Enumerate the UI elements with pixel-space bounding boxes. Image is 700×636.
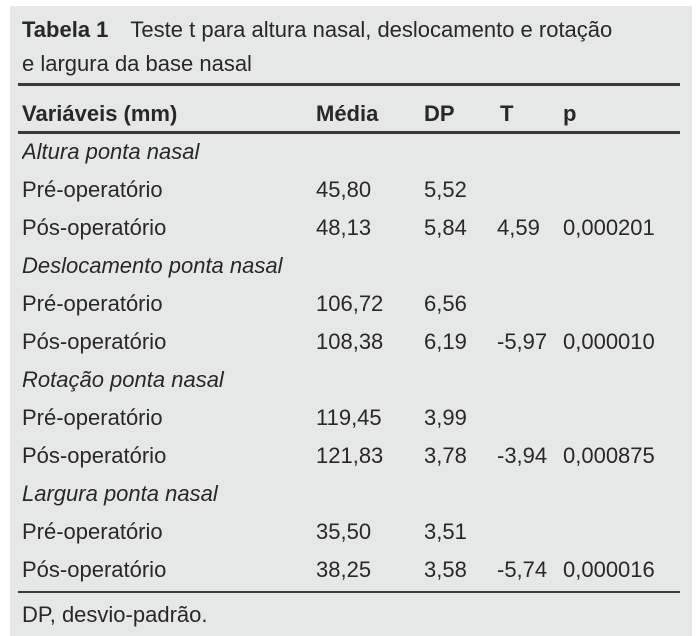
- dp-value: 3,78: [424, 443, 467, 468]
- rule-header: [18, 131, 680, 134]
- table-row: Pós-operatório 38,25 3,58 -5,74 0,000016: [22, 551, 684, 589]
- table-caption-line1: Teste t para altura nasal, deslocamento …: [130, 17, 613, 42]
- media-value: 106,72: [316, 291, 384, 316]
- column-header-variables: Variáveis (mm): [22, 101, 178, 126]
- dp-value: 3,58: [424, 557, 467, 582]
- table-number: Tabela 1: [22, 17, 109, 42]
- dp-value: 3,99: [424, 405, 467, 430]
- table-row: Pré-operatório 45,80 5,52: [22, 171, 684, 209]
- rule-top: [18, 83, 680, 86]
- t-value: [497, 513, 563, 551]
- row-label: Pós-operatório: [22, 557, 167, 582]
- column-header-p: p: [563, 101, 577, 126]
- row-label: Pré-operatório: [22, 405, 163, 430]
- table-row: Pré-operatório 119,45 3,99: [22, 399, 684, 437]
- t-value: [497, 399, 563, 437]
- t-value: -3,94: [497, 443, 548, 468]
- data-table: Altura ponta nasal Pré-operatório 45,80 …: [22, 133, 684, 589]
- row-label: Pós-operatório: [22, 329, 167, 354]
- section-row: Deslocamento ponta nasal: [22, 247, 684, 285]
- table-row: Pré-operatório 35,50 3,51: [22, 513, 684, 551]
- table-title-line1: Tabela 1 Teste t para altura nasal, deslo…: [22, 13, 682, 47]
- media-value: 121,83: [316, 443, 384, 468]
- t-value: 4,59: [497, 215, 540, 240]
- column-header-dp: DP: [424, 101, 455, 126]
- dp-value: 6,19: [424, 329, 467, 354]
- p-value: [563, 513, 684, 551]
- media-value: 48,13: [316, 215, 372, 240]
- t-value: [497, 171, 563, 209]
- table-row: Pós-operatório 108,38 6,19 -5,97 0,00001…: [22, 323, 684, 361]
- column-header-t: T: [500, 101, 514, 126]
- p-value: 0,000016: [563, 557, 655, 582]
- p-value: 0,000010: [563, 329, 655, 354]
- p-value: [563, 285, 684, 323]
- table-title: Tabela 1 Teste t para altura nasal, deslo…: [22, 13, 682, 81]
- row-label: Pós-operatório: [22, 443, 167, 468]
- p-value: 0,000875: [563, 443, 655, 468]
- row-label: Pré-operatório: [22, 177, 163, 202]
- dp-value: 5,84: [424, 215, 467, 240]
- section-row: Altura ponta nasal: [22, 133, 684, 171]
- dp-value: 6,56: [424, 291, 467, 316]
- table-footnote: DP, desvio-padrão.: [22, 602, 208, 627]
- p-value: 0,000201: [563, 215, 655, 240]
- section-row: Largura ponta nasal: [22, 475, 684, 513]
- row-label: Pós-operatório: [22, 215, 167, 240]
- table-row: Pós-operatório 48,13 5,84 4,59 0,000201: [22, 209, 684, 247]
- section-label: Rotação ponta nasal: [22, 367, 224, 392]
- table-row: Pós-operatório 121,83 3,78 -3,94 0,00087…: [22, 437, 684, 475]
- section-label: Altura ponta nasal: [22, 139, 200, 164]
- dp-value: 3,51: [424, 519, 467, 544]
- section-label: Deslocamento ponta nasal: [22, 253, 283, 278]
- t-value: [497, 285, 563, 323]
- section-row: Rotação ponta nasal: [22, 361, 684, 399]
- media-value: 108,38: [316, 329, 384, 354]
- t-value: -5,97: [497, 329, 548, 354]
- media-value: 119,45: [316, 405, 382, 430]
- section-label: Largura ponta nasal: [22, 481, 218, 506]
- table-row: Pré-operatório 106,72 6,56: [22, 285, 684, 323]
- media-value: 45,80: [316, 177, 372, 202]
- table-panel: Tabela 1 Teste t para altura nasal, deslo…: [10, 6, 692, 636]
- dp-value: 5,52: [424, 177, 467, 202]
- row-label: Pré-operatório: [22, 291, 163, 316]
- t-value: -5,74: [497, 557, 548, 582]
- rule-footnote: [18, 591, 680, 593]
- media-value: 38,25: [316, 557, 372, 582]
- row-label: Pré-operatório: [22, 519, 163, 544]
- table-caption-line2: e largura da base nasal: [22, 51, 252, 76]
- p-value: [563, 399, 684, 437]
- p-value: [563, 171, 684, 209]
- column-header-media: Média: [316, 101, 379, 126]
- media-value: 35,50: [316, 519, 372, 544]
